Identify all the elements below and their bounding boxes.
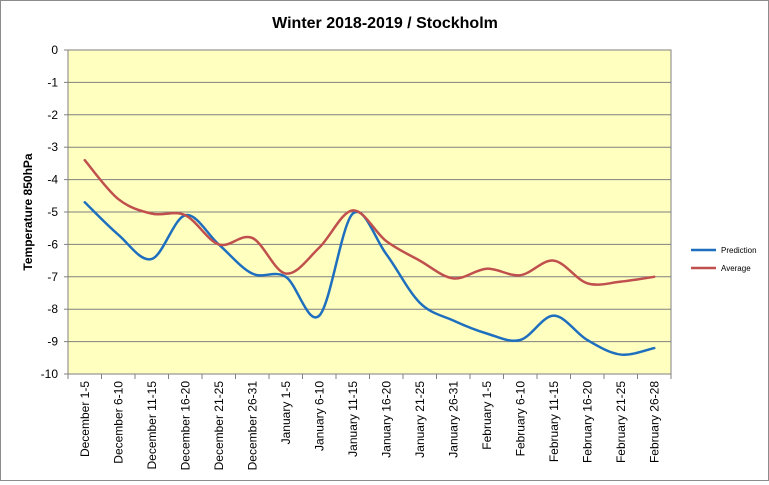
- x-tick-label: December 26-31: [245, 381, 259, 471]
- x-tick-label: January 21-25: [413, 381, 427, 458]
- y-axis-label: Temperature 850hPa: [21, 153, 35, 270]
- legend-label-average: Average: [721, 264, 751, 273]
- y-tick-label: -9: [47, 335, 58, 349]
- y-tick-label: -2: [47, 108, 58, 122]
- x-tick-label: February 1-5: [480, 381, 494, 450]
- x-tick-label: February 11-15: [547, 381, 561, 462]
- y-tick-label: -7: [47, 270, 58, 284]
- legend-label-prediction: Prediction: [721, 246, 757, 255]
- y-tick-label: -6: [47, 237, 58, 251]
- y-tick-label: 0: [51, 43, 58, 57]
- y-tick-label: -8: [47, 302, 58, 316]
- y-tick-label: -1: [47, 75, 58, 89]
- x-tick-label: December 6-10: [111, 381, 125, 464]
- y-tick-label: -10: [41, 367, 59, 381]
- x-tick-label: February 6-10: [513, 381, 527, 457]
- series-line-average: [83, 158, 656, 286]
- x-tick-label: January 11-15: [346, 381, 360, 457]
- x-tick-label: December 11-15: [145, 381, 159, 470]
- chart-title: Winter 2018-2019 / Stockholm: [272, 15, 498, 32]
- x-tick-label: January 26-31: [446, 381, 460, 458]
- x-tick-label: January 16-20: [379, 381, 393, 458]
- x-tick-label: December 1-5: [78, 381, 92, 457]
- y-tick-label: -3: [47, 140, 58, 154]
- y-tick-label: -5: [47, 205, 58, 219]
- x-tick-label: January 1-5: [279, 381, 293, 445]
- x-tick-label: February 16-20: [580, 381, 594, 463]
- x-tick-label: December 21-25: [212, 381, 226, 471]
- x-tick-label: February 21-25: [614, 381, 628, 463]
- x-tick-label: December 16-20: [178, 381, 192, 471]
- y-tick-label: -4: [47, 173, 58, 187]
- x-tick-label: January 6-10: [312, 381, 326, 451]
- x-tick-label: February 26-28: [647, 381, 661, 463]
